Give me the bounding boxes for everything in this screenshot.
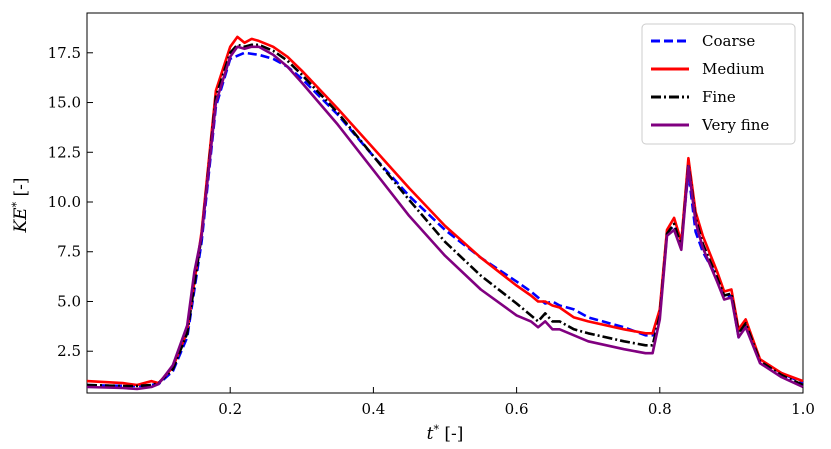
y-tick-label: 7.5 xyxy=(57,243,81,261)
legend: Coarse Medium Fine Very fine xyxy=(641,23,796,145)
x-tick-label: 1.0 xyxy=(791,400,815,418)
y-tick-label: 5.0 xyxy=(57,292,81,310)
y-tick-label: 10.0 xyxy=(48,193,81,211)
y-tick-label: 15.0 xyxy=(48,94,81,112)
x-axis-label: t* [-] xyxy=(427,423,464,445)
plot-frame xyxy=(86,12,804,394)
series-layer xyxy=(86,35,804,391)
x-tick-label: 0.8 xyxy=(648,400,672,418)
x-tick-label: 0.6 xyxy=(505,400,529,418)
y-tick-label: 12.5 xyxy=(48,143,81,161)
legend-label: Fine xyxy=(702,88,736,106)
tick-layer: 0.2 0.4 0.6 0.8 1.0 2.5 5.0 7.5 10.0 12.5 15.0 17.5 xyxy=(48,44,815,418)
legend-box xyxy=(641,23,796,145)
legend-label: Coarse xyxy=(702,32,755,50)
series-line-very-fine xyxy=(86,45,804,391)
x-tick-label: 0.2 xyxy=(218,400,242,418)
y-tick-label: 2.5 xyxy=(57,342,81,360)
legend-label: Medium xyxy=(702,60,765,78)
x-tick-label: 0.4 xyxy=(361,400,385,418)
legend-label: Very fine xyxy=(701,116,769,134)
y-tick-label: 17.5 xyxy=(48,44,81,62)
y-axis-label: KE* [-] xyxy=(10,177,32,233)
